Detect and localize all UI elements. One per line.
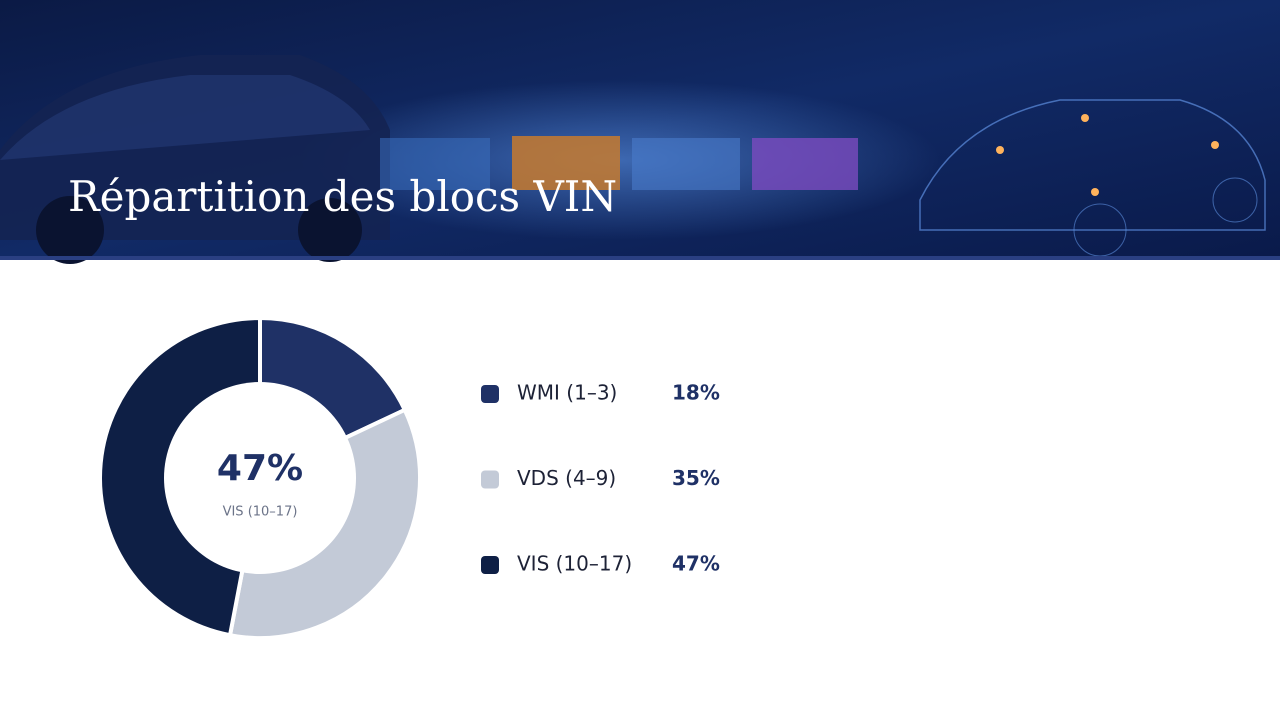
legend-swatch (481, 556, 499, 574)
slide-title: Répartition des blocs VIN (68, 172, 617, 221)
center-value: 47% (217, 448, 303, 489)
legend-value: 47% (672, 552, 720, 576)
legend-label: VIS (10–17) (517, 552, 632, 576)
donut-hole (164, 382, 356, 574)
legend-swatch (481, 385, 499, 403)
legend-swatch (481, 470, 499, 489)
banner (0, 0, 1280, 264)
legend-value: 35% (672, 466, 720, 490)
legend-label: VDS (4–9) (517, 466, 616, 490)
legend-value: 18% (672, 381, 720, 405)
legend: WMI (1–3) 18% VDS (4–9) 35% VIS (10–17) 47% (481, 381, 720, 576)
legend-label: WMI (1–3) (517, 381, 617, 405)
center-label: VIS (10–17) (223, 505, 298, 520)
